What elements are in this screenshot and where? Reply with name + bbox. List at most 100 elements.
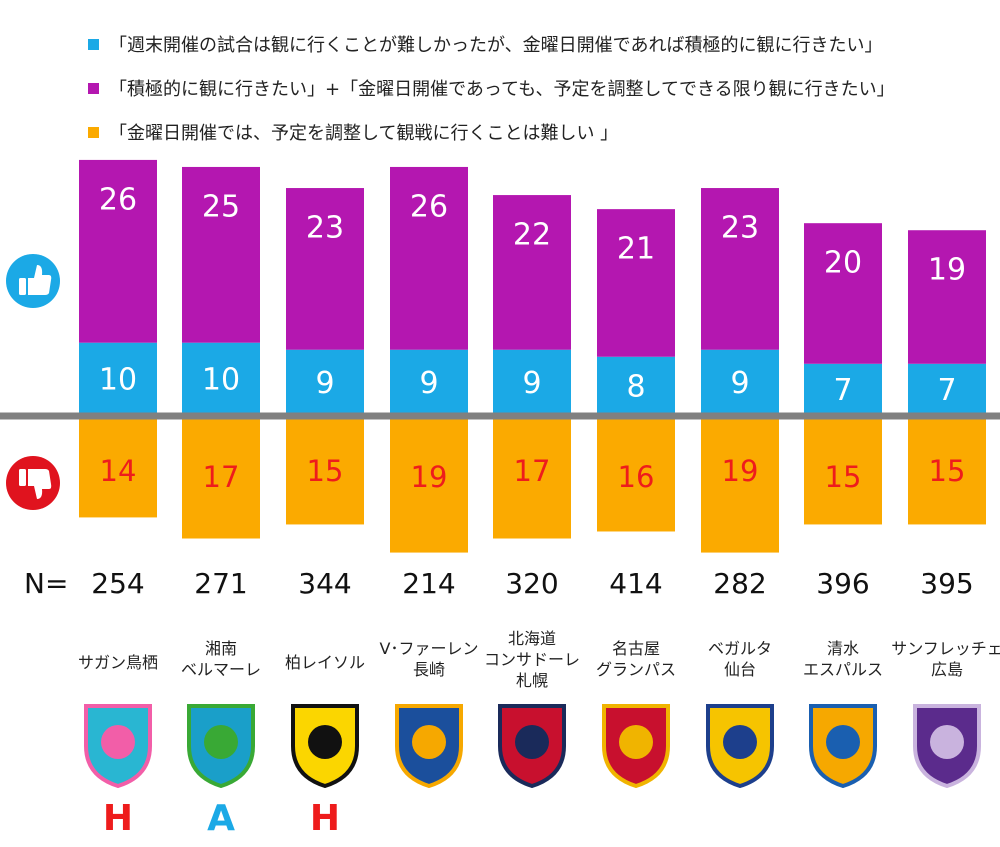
label-orange-2: 15 bbox=[307, 454, 344, 488]
bar-orange-7 bbox=[804, 419, 882, 525]
legend-label-blue: 「週末開催の試合は観に行くことが難しかったが、金曜日開催であれば積極的に観に行き… bbox=[109, 35, 883, 56]
label-orange-4: 17 bbox=[514, 454, 551, 488]
label-orange-5: 16 bbox=[618, 460, 655, 494]
bar-blue-2 bbox=[286, 349, 364, 413]
thumbs-down-icon bbox=[6, 456, 60, 510]
legend-label-orange: 「金曜日開催では、予定を調整して観戦に行くことは難しい 」 bbox=[109, 123, 619, 144]
label-orange-6: 19 bbox=[722, 454, 759, 488]
label-orange-0: 14 bbox=[100, 454, 137, 488]
label-orange-1: 17 bbox=[203, 460, 240, 494]
n-label: N= bbox=[24, 567, 68, 600]
bar-orange-8 bbox=[908, 419, 986, 525]
bar-blue-8 bbox=[908, 363, 986, 413]
bar-blue-5 bbox=[597, 356, 675, 413]
bar-blue-7 bbox=[804, 363, 882, 413]
team-label-8: サンフレッチェ 広島 bbox=[891, 639, 1000, 679]
team-logo-7 bbox=[809, 704, 877, 788]
bar-purple-3 bbox=[390, 166, 468, 350]
bar-purple-0 bbox=[79, 159, 157, 343]
team-logo-3 bbox=[395, 704, 463, 788]
label-blue-6: 9 bbox=[730, 366, 749, 401]
team-label-1: 湘南 ベルマーレ bbox=[180, 639, 261, 679]
label-purple-6: 23 bbox=[721, 211, 759, 246]
label-purple-8: 19 bbox=[928, 253, 966, 288]
bar-layer: 26 10 14 25 10 17 23 9 15 26 9 19 22 9 17 21 8 16 23 9 19 20 7… bbox=[79, 159, 986, 553]
n-value-5: 414 bbox=[609, 567, 662, 600]
thumbs-up-icon bbox=[6, 254, 60, 308]
bar-orange-2 bbox=[286, 419, 364, 525]
team-label-3: V･ファーレン 長崎 bbox=[379, 639, 479, 679]
team-label-5: 名古屋 グランパス bbox=[595, 639, 676, 679]
legend-swatch-purple bbox=[88, 82, 99, 94]
label-purple-0: 26 bbox=[99, 182, 137, 217]
home-away-mark-0: H bbox=[102, 798, 134, 839]
bar-orange-5 bbox=[597, 419, 675, 532]
label-orange-3: 19 bbox=[411, 460, 448, 494]
label-orange-7: 15 bbox=[825, 460, 862, 494]
label-purple-1: 25 bbox=[202, 189, 240, 224]
bar-orange-1 bbox=[182, 419, 260, 539]
team-label-7: 清水 エスパルス bbox=[802, 639, 883, 679]
label-blue-2: 9 bbox=[315, 366, 334, 401]
n-value-7: 396 bbox=[816, 567, 869, 600]
team-logo-1 bbox=[187, 704, 255, 788]
team-label-2: 柏レイソル bbox=[284, 653, 365, 672]
bar-orange-6 bbox=[701, 419, 779, 553]
label-blue-3: 9 bbox=[419, 366, 438, 401]
label-blue-7: 7 bbox=[833, 373, 852, 408]
bar-blue-1 bbox=[182, 342, 260, 413]
home-away-mark-1: A bbox=[207, 798, 235, 839]
bar-blue-6 bbox=[701, 349, 779, 413]
n-value-3: 214 bbox=[402, 567, 455, 600]
label-blue-8: 7 bbox=[937, 373, 956, 408]
label-purple-7: 20 bbox=[824, 246, 862, 281]
legend-item-blue: 「週末開催の試合は観に行くことが難しかったが、金曜日開催であれば積極的に観に行き… bbox=[88, 22, 988, 66]
bar-blue-4 bbox=[493, 349, 571, 413]
bar-blue-3 bbox=[390, 349, 468, 413]
legend: 「週末開催の試合は観に行くことが難しかったが、金曜日開催であれば積極的に観に行き… bbox=[88, 22, 988, 154]
bar-orange-4 bbox=[493, 419, 571, 539]
team-label-6: ベガルタ 仙台 bbox=[707, 639, 772, 679]
label-blue-0: 10 bbox=[99, 362, 137, 397]
label-purple-4: 22 bbox=[513, 218, 551, 253]
team-label-4: 北海道 コンサドーレ 札幌 bbox=[483, 629, 580, 690]
bar-purple-4 bbox=[493, 195, 571, 350]
label-blue-4: 9 bbox=[522, 366, 541, 401]
label-purple-2: 23 bbox=[306, 211, 344, 246]
n-value-2: 344 bbox=[298, 567, 351, 600]
legend-swatch-blue bbox=[88, 38, 99, 50]
label-purple-3: 26 bbox=[410, 189, 448, 224]
legend-swatch-orange bbox=[88, 126, 99, 138]
bar-purple-6 bbox=[701, 188, 779, 350]
label-purple-5: 21 bbox=[617, 232, 655, 267]
team-label-0: サガン鳥栖 bbox=[77, 653, 158, 672]
n-value-6: 282 bbox=[713, 567, 766, 600]
bar-orange-3 bbox=[390, 419, 468, 553]
team-logo-2 bbox=[291, 704, 359, 788]
bar-blue-0 bbox=[79, 342, 157, 413]
team-logo-6 bbox=[706, 704, 774, 788]
bar-purple-1 bbox=[182, 166, 260, 343]
bar-purple-7 bbox=[804, 223, 882, 364]
bar-purple-8 bbox=[908, 230, 986, 364]
label-blue-1: 10 bbox=[202, 362, 240, 397]
home-away-mark-2: H bbox=[309, 798, 341, 839]
legend-item-orange: 「金曜日開催では、予定を調整して観戦に行くことは難しい 」 bbox=[88, 110, 988, 154]
n-value-8: 395 bbox=[920, 567, 973, 600]
legend-item-purple: 「積極的に観に行きたい」+「金曜日開催であっても、予定を調整してできる限り観に行… bbox=[88, 66, 988, 110]
team-logo-0 bbox=[84, 704, 152, 788]
n-value-4: 320 bbox=[505, 567, 558, 600]
bar-purple-2 bbox=[286, 188, 364, 350]
n-value-0: 254 bbox=[91, 567, 144, 600]
label-blue-5: 8 bbox=[626, 369, 645, 404]
legend-label-purple: 「積極的に観に行きたい」+「金曜日開催であっても、予定を調整してできる限り観に行… bbox=[109, 79, 895, 100]
n-values: 254 271 344 214 320 414 282 396 395 bbox=[91, 567, 973, 600]
bar-orange-0 bbox=[79, 419, 157, 518]
team-logo-5 bbox=[602, 704, 670, 788]
team-logo-8 bbox=[913, 704, 981, 788]
label-orange-8: 15 bbox=[929, 454, 966, 488]
n-value-1: 271 bbox=[194, 567, 247, 600]
team-logo-4 bbox=[498, 704, 566, 788]
bar-purple-5 bbox=[597, 209, 675, 357]
